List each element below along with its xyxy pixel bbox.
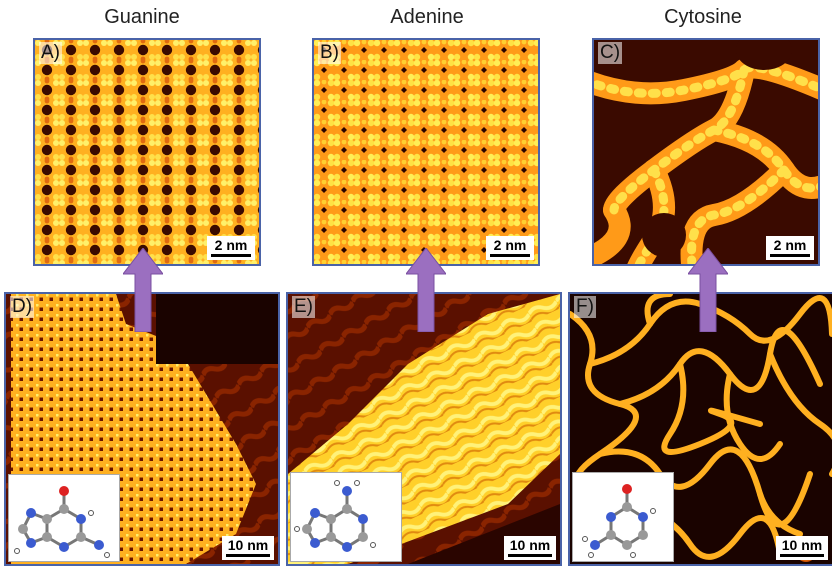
arrow-e-to-b-icon: [406, 248, 446, 332]
guanine-molecule-icon: [14, 486, 110, 558]
stm-image-guanine-overview: D) 10 nm: [4, 292, 280, 566]
panel-label-c: C): [598, 42, 623, 64]
arrow-d-to-a-icon: [123, 248, 163, 332]
title-adenine: Adenine: [390, 6, 464, 28]
scalebar-c: 2 nm: [766, 236, 814, 260]
title-cytosine: Cytosine: [664, 6, 742, 28]
scalebar-f-text: 10 nm: [781, 537, 823, 553]
scalebar-b-text: 2 nm: [493, 237, 527, 253]
stm-image-cytosine-zoom: C) 2 nm: [592, 38, 820, 266]
cytosine-molecule-icon: [582, 484, 656, 558]
adenine-molecule-icon: [294, 480, 376, 552]
cytosine-molecule-inset: [572, 472, 674, 562]
scalebar-b: 2 nm: [486, 236, 534, 260]
guanine-molecule-inset: [8, 474, 120, 562]
scalebar-d-text: 10 nm: [227, 537, 269, 553]
stm-pattern-guanine: [35, 40, 259, 264]
scalebar-f: 10 nm: [776, 536, 828, 560]
stm-pattern-adenine: [314, 40, 538, 264]
scalebar-e: 10 nm: [504, 536, 556, 560]
scalebar-e-text: 10 nm: [509, 537, 551, 553]
stm-image-guanine-zoom: A) 2 nm: [33, 38, 261, 266]
stm-image-cytosine-overview: F) 10 nm: [568, 292, 832, 566]
panel-label-e: E): [292, 296, 315, 318]
arrow-f-to-c-icon: [688, 248, 728, 332]
panel-label-b: B): [318, 42, 341, 64]
stm-image-adenine-overview: E) 10 nm: [286, 292, 562, 566]
panel-label-f: F): [574, 296, 596, 318]
stm-pattern-cytosine: [594, 40, 818, 264]
title-guanine: Guanine: [104, 6, 180, 28]
scalebar-a-text: 2 nm: [214, 237, 248, 253]
panel-label-d: D): [10, 296, 35, 318]
adenine-molecule-inset: [290, 472, 402, 562]
scalebar-d: 10 nm: [222, 536, 274, 560]
panel-label-a: A): [39, 42, 62, 64]
stm-pattern-cytosine-network: [570, 294, 832, 564]
stm-image-adenine-zoom: B) 2 nm: [312, 38, 540, 266]
scalebar-c-text: 2 nm: [773, 237, 807, 253]
scalebar-a: 2 nm: [207, 236, 255, 260]
